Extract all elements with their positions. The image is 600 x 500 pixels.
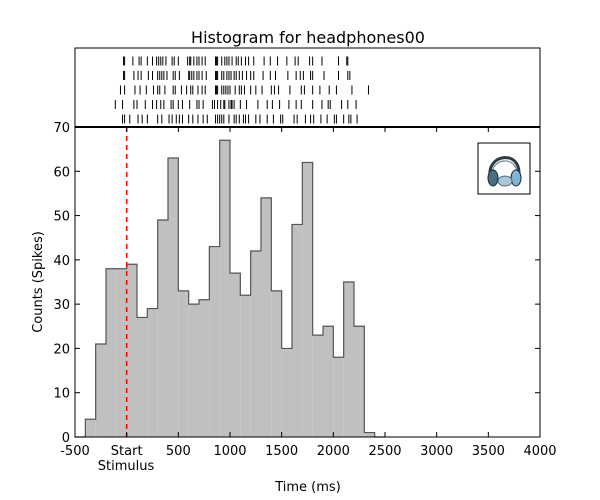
- histogram-bar: [250, 251, 261, 437]
- y-tick-label: 40: [53, 254, 70, 269]
- histogram-bar: [364, 432, 375, 437]
- histogram-outline: [75, 139, 385, 438]
- x-axis: -500 Start 500 1000 1500 2000 2500 3000 3500 4000: [60, 127, 557, 459]
- y-tick-label: 70: [53, 121, 70, 136]
- histogram-bar: [137, 317, 148, 437]
- stimulus-label: Stimulus: [98, 459, 155, 474]
- histogram-bar: [209, 246, 220, 437]
- x-tick-label: 1500: [265, 444, 298, 459]
- headphones-icon: [477, 142, 531, 195]
- histogram-bar: [157, 220, 168, 437]
- histogram-bar: [116, 268, 127, 437]
- histogram-bar: [126, 264, 137, 437]
- histogram-bar: [292, 224, 303, 437]
- histogram-bar: [168, 158, 179, 437]
- histogram-bar: [271, 290, 282, 437]
- raster-plot: [114, 56, 369, 124]
- histogram-bar: [302, 162, 313, 437]
- histogram-bar: [85, 419, 96, 437]
- histogram-bar: [323, 326, 334, 437]
- y-tick-label: 30: [53, 298, 70, 313]
- histogram-bars: [75, 139, 385, 438]
- x-tick-label: 3500: [472, 444, 505, 459]
- histogram-bar: [106, 268, 117, 437]
- x-tick-label: 4000: [523, 444, 556, 459]
- y-tick-label: 50: [53, 210, 70, 225]
- chart-title: Histogram for headphones00: [191, 28, 425, 47]
- x-tick-label: Start: [111, 444, 143, 459]
- y-axis-label: Counts (Spikes): [31, 231, 46, 333]
- y-tick-label: 0: [62, 431, 70, 446]
- y-tick-label: 10: [53, 387, 70, 402]
- histogram-bar: [219, 140, 230, 438]
- histogram-bar: [230, 273, 241, 437]
- x-tick-label: 2500: [368, 444, 401, 459]
- histogram-bar: [95, 344, 106, 437]
- histogram-bar: [312, 335, 323, 437]
- histogram-bar: [281, 348, 292, 437]
- x-axis-label: Time (ms): [274, 480, 341, 495]
- x-tick-label: 2000: [317, 444, 350, 459]
- histogram-bar: [261, 197, 272, 437]
- histogram-bar: [333, 357, 344, 437]
- y-tick-label: 20: [53, 342, 70, 357]
- histogram-bar: [188, 304, 199, 437]
- x-tick-label: 1000: [213, 444, 246, 459]
- histogram-bar: [178, 290, 189, 437]
- histogram-bar: [147, 308, 158, 437]
- x-tick-label: 3000: [420, 444, 453, 459]
- histogram-bar: [343, 282, 354, 437]
- histogram-bar: [354, 326, 365, 437]
- histogram-bar: [199, 299, 210, 437]
- y-axis: 0 10 20 30 40 50 60 70: [53, 121, 540, 446]
- y-tick-label: 60: [53, 165, 70, 180]
- x-tick-label: -500: [60, 444, 90, 459]
- raster-panel: [74, 47, 541, 128]
- histogram-bar: [240, 295, 251, 437]
- x-tick-label: 500: [166, 444, 191, 459]
